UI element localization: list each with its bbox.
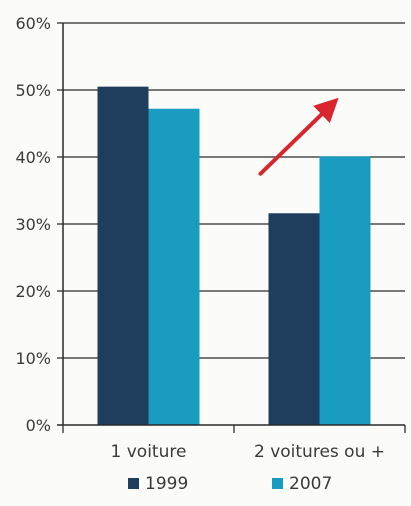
bar-1999-0 <box>97 86 149 426</box>
legend-swatch-2007 <box>272 478 283 489</box>
legend: 1999 2007 <box>128 474 332 494</box>
bar-2007-0 <box>148 108 200 425</box>
legend-label: 1999 <box>145 474 188 494</box>
y-tick-label: 0% <box>26 416 51 435</box>
x-category-label: 1 voiture <box>111 442 187 462</box>
y-tick-label: 60% <box>15 14 51 33</box>
annotation <box>258 97 339 176</box>
legend-swatch-1999 <box>128 478 139 489</box>
y-tick-label: 30% <box>15 215 51 234</box>
y-tick-label: 50% <box>15 81 51 100</box>
x-category-label: 2 voitures ou + <box>254 442 385 462</box>
bar-1999-1 <box>268 213 320 425</box>
y-tick-label: 20% <box>15 282 51 301</box>
increase-arrow <box>258 97 339 176</box>
axes <box>57 23 406 433</box>
axis-labels: 0% 10% 20% 30% 40% 50% 60% 1 voiture 2 voitures … <box>15 14 385 462</box>
bars <box>97 86 371 426</box>
y-tick-label: 10% <box>15 349 51 368</box>
y-tick-label: 40% <box>15 148 51 167</box>
bar-2007-1 <box>319 156 371 425</box>
legend-label: 2007 <box>289 474 332 494</box>
